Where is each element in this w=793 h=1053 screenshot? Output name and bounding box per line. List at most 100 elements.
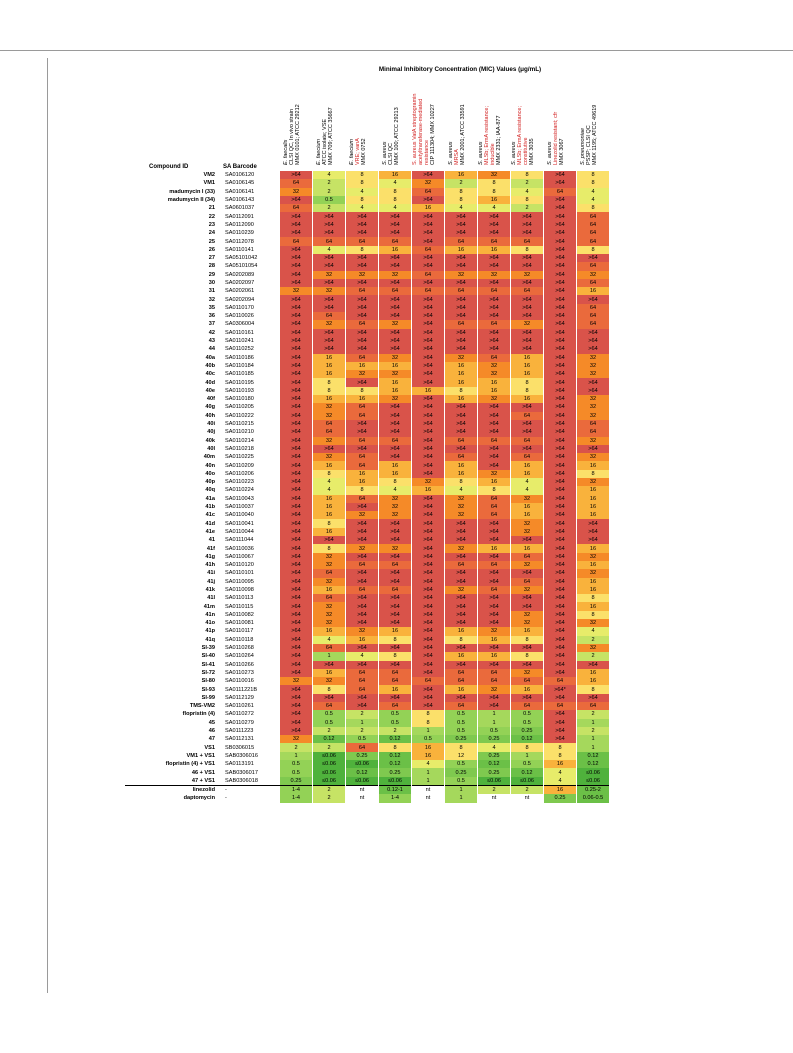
mic-value-cell: >64 [477, 693, 511, 702]
mic-value-cell: >64 [345, 262, 379, 271]
compound-id-cell: 41e [205, 528, 215, 535]
column-header-line: MMX 3067 [559, 138, 565, 165]
mic-value-cell: 16 [312, 461, 346, 470]
mic-value-cell: 4 [510, 187, 544, 196]
sa-barcode-cell: SA0110098 [225, 586, 254, 593]
mic-value-cell: 2 [312, 784, 346, 795]
mic-value-cell: >64 [378, 527, 412, 537]
mic-value-cell: 32 [510, 270, 544, 279]
mic-value-cell: 16 [444, 627, 478, 636]
table-row: 41 SA0111044 >64 >64 >64 >64 >64 >64 >64 >64 >64 >6… [125, 536, 610, 545]
mic-value-cell: >64 [345, 328, 379, 337]
mic-value-cell: >64 [280, 444, 313, 454]
mic-value-cell: >64 [411, 220, 445, 230]
mic-value-cell: 32 [576, 395, 610, 404]
mic-value-cell: 1 [312, 652, 346, 661]
sa-barcode-header: SA Barcode [223, 164, 257, 170]
mic-value-cell: >64 [510, 212, 544, 221]
mic-value-cell: >64 [378, 262, 412, 271]
mic-value-cell: >64 [378, 336, 412, 346]
mic-value-cell: 16 [576, 560, 610, 570]
sa-barcode-cell: SA0106143 [225, 197, 255, 204]
mic-value-cell: 16 [378, 245, 412, 254]
mic-value-cell: 0.12 [378, 735, 412, 744]
sa-barcode-cell: SA0110205 [225, 404, 254, 411]
mic-value-cell: 8 [444, 195, 478, 205]
mic-value-cell: >64 [378, 411, 412, 420]
sa-barcode-cell: SA0110261 [225, 703, 254, 710]
mic-value-cell: 64 [576, 303, 610, 313]
mic-value-cell: >64 [280, 577, 313, 586]
mic-value-cell: >64 [543, 378, 577, 387]
compound-id-cell: 35 [208, 304, 215, 311]
mic-value-cell: >64 [477, 569, 511, 578]
mic-value-cell: >64 [411, 585, 445, 595]
mic-value-cell: >64 [543, 536, 577, 545]
sa-barcode-cell: SA0110095 [225, 578, 254, 585]
mic-value-cell: 64 [576, 428, 610, 437]
mic-value-cell: 0.5 [312, 195, 346, 205]
mic-value-cell: 16 [510, 361, 544, 371]
mic-value-cell: >64 [280, 536, 313, 545]
mic-value-cell: 8 [510, 386, 544, 396]
sa-barcode-cell: SA0110193 [225, 387, 254, 394]
sa-barcode-cell: SA0110170 [225, 304, 254, 311]
mic-value-cell: 4 [345, 652, 379, 661]
mic-value-cell: >64 [477, 328, 511, 337]
mic-value-cell: >64 [543, 370, 577, 379]
mic-value-cell: >64 [543, 270, 577, 279]
mic-value-cell: >64 [543, 710, 577, 719]
mic-value-cell: 2 [510, 204, 544, 213]
sa-barcode-cell: SA0110041 [225, 520, 254, 527]
mic-value-cell: 16 [576, 668, 610, 678]
mic-value-cell: ≤0.06 [576, 776, 610, 786]
compound-id-cell: 22 [208, 213, 215, 220]
mic-value-cell: 0.12 [510, 768, 544, 777]
compound-id-cell: 45 [208, 719, 215, 726]
table-row: 30 SA0202097 >64 >64 >64 >64 >64 >64 >64 >64 >64 64 [125, 278, 610, 288]
compound-id-cell: 37 [208, 321, 215, 328]
mic-value-cell: 32 [378, 320, 412, 329]
sa-barcode-cell: SA0110044 [225, 528, 254, 535]
mic-value-cell: 8 [312, 544, 346, 553]
mic-value-cell: >64 [378, 693, 412, 702]
mic-value-cell: >64 [345, 569, 379, 578]
mic-value-cell: 32 [576, 403, 610, 412]
mic-value-cell: >64 [280, 253, 313, 263]
mic-value-cell: >64 [411, 320, 445, 329]
mic-value-cell: 8 [477, 187, 511, 196]
mic-value-cell: 64 [312, 643, 346, 653]
mic-value-cell: >64 [444, 643, 478, 653]
column-header-line: CIP 111304; MMX 10227 [430, 104, 436, 165]
mic-value-cell: 32 [444, 511, 478, 520]
table-row: SI-93 SA0111221B >64 8 64 16 >64 16 32 16 >64* 8 [125, 685, 610, 694]
mic-value-cell: 0.25 [543, 794, 577, 803]
compound-id-cell: 47 [208, 736, 215, 743]
mic-value-cell: >64 [312, 444, 346, 454]
mic-value-cell: 8 [345, 486, 379, 495]
mic-value-cell: >64 [280, 527, 313, 537]
mic-value-cell: 64 [312, 237, 346, 246]
table-row: 47 + VS1 SAB0306018 0.25 ≤0.06 ≤0.06 ≤0.06 1 0.… [125, 776, 610, 786]
mic-value-cell: >64 [543, 461, 577, 470]
compound-id-cell: 41c [205, 512, 215, 519]
mic-value-cell: 2 [312, 187, 346, 196]
compound-id-cell: 32 [208, 296, 215, 303]
compound-id-cell: SI-39 [201, 645, 215, 652]
mic-value-cell: >64 [444, 660, 478, 669]
mic-value-cell: >64 [543, 718, 577, 727]
mic-value-cell: 32 [378, 494, 412, 503]
mic-value-cell: 32 [510, 519, 544, 528]
mic-value-cell: >64 [280, 195, 313, 205]
table-row: VM1 SA0106145 64 2 8 4 32 2 8 2 >64 8 [125, 179, 610, 188]
table-row: linezolid -1-4 2 nt 0.12-1 nt 1 2 2 16 0.25-2 [125, 784, 610, 795]
table-row: 36 SA0110026 >64 64 >64 >64 >64 >64 >64 >64 >64 64 [125, 312, 610, 321]
table-row: VM2 SA0106120 >64 4 8 16 >64 16 32 8 >64 8 [125, 171, 610, 180]
mic-value-cell: >64 [378, 660, 412, 669]
mic-value-cell: >64 [345, 428, 379, 437]
mic-value-cell: 8 [312, 386, 346, 396]
mic-value-cell: >64 [280, 652, 313, 661]
mic-value-cell: >64 [280, 469, 313, 478]
sa-barcode-cell: SA0601037 [225, 205, 255, 212]
mic-value-cell: 8 [576, 594, 610, 603]
